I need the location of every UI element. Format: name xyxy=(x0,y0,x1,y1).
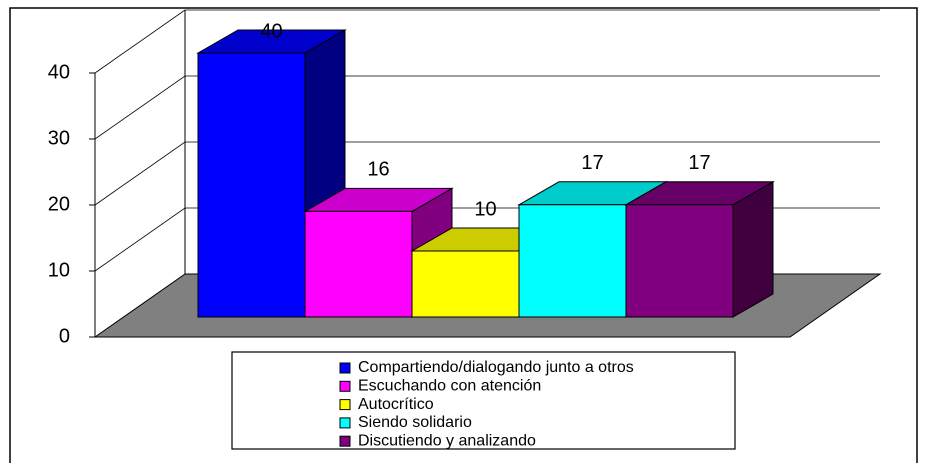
legend-label: Siendo solidario xyxy=(358,414,472,431)
value-label: 17 xyxy=(688,152,710,174)
bar-front xyxy=(411,250,520,318)
legend-label: Compartiendo/dialogando junto a otros xyxy=(358,359,634,376)
legend-swatch xyxy=(339,399,351,411)
bar-front xyxy=(304,210,413,318)
value-label: 10 xyxy=(474,198,496,220)
value-label: 17 xyxy=(581,152,603,174)
value-label: 16 xyxy=(367,159,389,181)
bar-side xyxy=(732,180,774,318)
value-label: 40 xyxy=(260,20,282,42)
legend-box xyxy=(231,351,736,450)
legend-label: Autocrítico xyxy=(358,396,434,413)
y-tick-label: 30 xyxy=(48,127,70,149)
y-tick-label: 0 xyxy=(59,325,70,347)
bar-front xyxy=(625,204,734,318)
grid-line xyxy=(94,9,880,74)
grid-line xyxy=(94,75,880,140)
legend-swatch xyxy=(339,435,351,447)
legend-swatch xyxy=(339,417,351,429)
y-tick-label: 10 xyxy=(48,259,70,281)
grid-line xyxy=(94,141,880,206)
y-tick-label: 20 xyxy=(48,193,70,215)
bar-front xyxy=(518,204,627,318)
bar xyxy=(624,180,775,318)
legend-swatch xyxy=(339,380,351,392)
legend-label: Discutiendo y analizando xyxy=(358,432,536,449)
legend-swatch xyxy=(339,362,351,374)
legend-label: Escuchando con atención xyxy=(358,378,541,395)
bar-front xyxy=(197,52,306,318)
y-tick-label: 40 xyxy=(48,61,70,83)
